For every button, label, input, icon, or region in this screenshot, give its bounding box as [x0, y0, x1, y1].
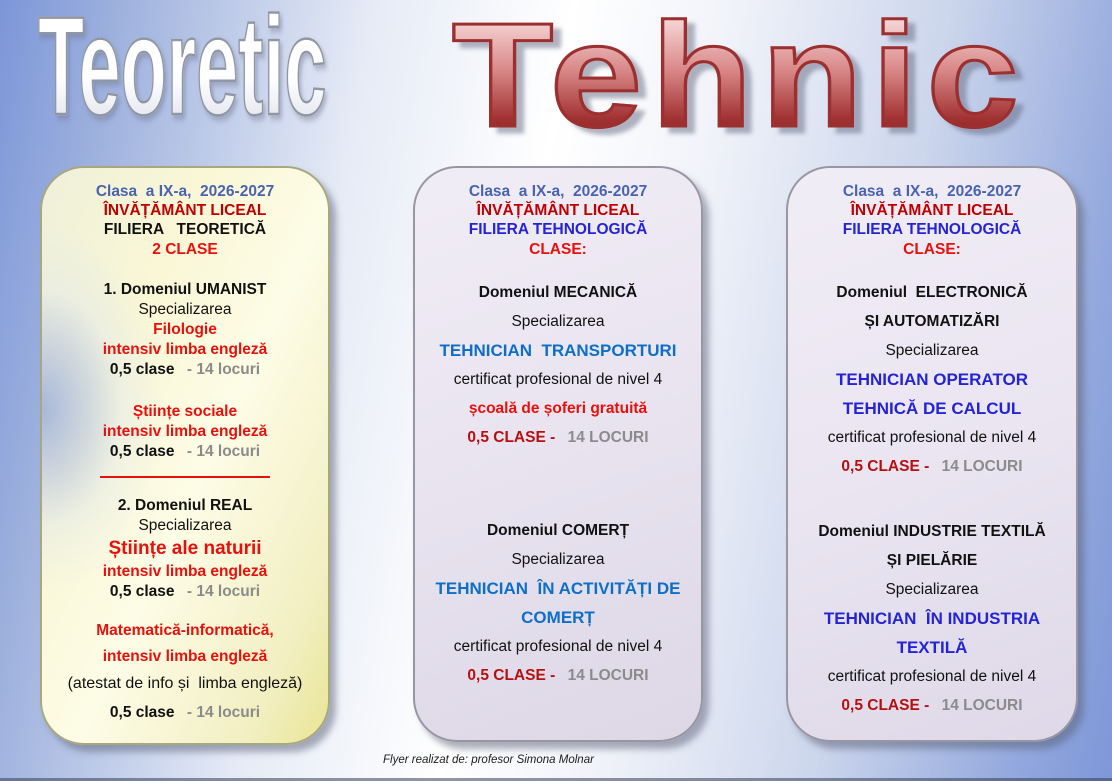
seats-count: - 14 locuri — [186, 583, 261, 600]
specialization-label: Specializarea — [885, 342, 979, 359]
teoretic-title: Teoretic — [37, 0, 327, 144]
intensive-english-line: intensiv limba engleză — [102, 341, 268, 358]
certificate-note-line: (atestat de info și limba engleză) — [67, 675, 303, 692]
specialization-name: Filologie — [153, 321, 217, 338]
school-type-line: ÎNVĂȚĂMÂNT LICEAL — [476, 202, 640, 219]
seats-line: 0,5 clase - 14 locuri — [50, 360, 320, 380]
seats-line: 0,5 clase - 14 locuri — [50, 582, 320, 602]
specialization-name: TEHNICIAN TRANSPORTURI — [439, 341, 677, 360]
tehnic-title: Tehnic — [450, 0, 1028, 158]
domain-title: ȘI PIELĂRIE — [886, 552, 978, 569]
class-count-line: CLASE: — [903, 241, 961, 258]
specialization-label: Specializarea — [511, 551, 605, 568]
seats-line: 0,5 CLASE - 14 LOCURI — [423, 661, 693, 690]
seats-count: - 14 locuri — [186, 704, 261, 721]
class-count-line: 2 CLASE — [152, 241, 218, 258]
page-bottom-edge — [0, 778, 1112, 781]
domain-title: Domeniul COMERȚ — [486, 522, 630, 539]
specialization-label: Specializarea — [511, 313, 605, 330]
school-type-line: ÎNVĂȚĂMÂNT LICEAL — [103, 202, 267, 219]
class-fraction: 0,5 CLASE - — [467, 667, 556, 684]
class-fraction: 0,5 CLASE - — [841, 697, 930, 714]
seats-count: 14 LOCURI — [567, 429, 649, 446]
intensive-english-line: intensiv limba engleză — [102, 648, 268, 665]
domain-title: Domeniul ELECTRONICĂ — [836, 284, 1028, 301]
certificate-line: certificat profesional de nivel 4 — [453, 371, 663, 388]
specialization-name: TEHNICIAN ÎN INDUSTRIA — [823, 609, 1041, 628]
seats-line: 0,5 clase - 14 locuri — [50, 442, 320, 462]
card-filiera-teoretica: Clasa a IX-a, 2026-2027 ÎNVĂȚĂMÂNT LICEA… — [40, 166, 330, 745]
class-fraction: 0,5 clase — [109, 361, 175, 378]
card-filiera-tehnologica-electronica: Clasa a IX-a, 2026-2027 ÎNVĂȚĂMÂNT LICEA… — [786, 166, 1078, 742]
seats-count: 14 LOCURI — [941, 697, 1023, 714]
domain-title: 2. Domeniul REAL — [117, 497, 253, 514]
seats-line: 0,5 CLASE - 14 LOCURI — [423, 423, 693, 452]
class-year-line: Clasa a IX-a, 2026-2027 — [95, 183, 275, 200]
seats-line: 0,5 CLASE - 14 LOCURI — [796, 452, 1068, 481]
free-driving-school-line: școală de șoferi gratuită — [468, 400, 648, 417]
class-year-line: Clasa a IX-a, 2026-2027 — [842, 183, 1022, 200]
specialization-name: Științe ale naturii — [108, 538, 262, 559]
class-fraction: 0,5 clase — [109, 704, 175, 721]
specialization-label: Specializarea — [885, 581, 979, 598]
track-line: FILIERA TEHNOLOGICĂ — [842, 221, 1022, 238]
domain-title: ȘI AUTOMATIZĂRI — [864, 313, 1000, 330]
specialization-name: TEHNICIAN ÎN ACTIVITĂȚI DE — [435, 579, 681, 598]
class-year-line: Clasa a IX-a, 2026-2027 — [468, 183, 648, 200]
card-filiera-tehnologica-mecanica: Clasa a IX-a, 2026-2027 ÎNVĂȚĂMÂNT LICEA… — [413, 166, 703, 742]
seats-count: 14 LOCURI — [567, 667, 649, 684]
class-fraction: 0,5 clase — [109, 583, 175, 600]
certificate-line: certificat profesional de nivel 4 — [827, 668, 1037, 685]
seats-count: - 14 locuri — [186, 361, 261, 378]
domain-title: Domeniul INDUSTRIE TEXTILĂ — [818, 523, 1046, 540]
specialization-name: TEXTILĂ — [896, 638, 968, 657]
specialization-name: Matematică-informatică, — [96, 622, 274, 639]
specialization-label: Specializarea — [138, 517, 232, 534]
track-line: FILIERA TEHNOLOGICĂ — [468, 221, 648, 238]
domain-title: Domeniul MECANICĂ — [478, 284, 638, 301]
seats-count: - 14 locuri — [186, 443, 261, 460]
track-line: FILIERA TEORETICĂ — [103, 221, 267, 238]
specialization-name: Științe sociale — [132, 403, 238, 420]
specialization-label: Specializarea — [138, 301, 232, 318]
specialization-name: TEHNICIAN OPERATOR — [835, 370, 1029, 389]
red-divider-line — [100, 476, 270, 478]
certificate-line: certificat profesional de nivel 4 — [453, 638, 663, 655]
seats-line: 0,5 clase - 14 locuri — [50, 698, 320, 728]
seats-line: 0,5 CLASE - 14 LOCURI — [796, 691, 1068, 720]
class-fraction: 0,5 CLASE - — [841, 458, 930, 475]
domain-title: 1. Domeniul UMANIST — [103, 281, 267, 298]
specialization-name: TEHNICĂ DE CALCUL — [842, 399, 1022, 418]
class-fraction: 0,5 CLASE - — [467, 429, 556, 446]
class-count-line: CLASE: — [529, 241, 587, 258]
school-type-line: ÎNVĂȚĂMÂNT LICEAL — [850, 202, 1014, 219]
class-fraction: 0,5 clase — [109, 443, 175, 460]
seats-count: 14 LOCURI — [941, 458, 1023, 475]
intensive-english-line: intensiv limba engleză — [102, 563, 268, 580]
flyer-credit-text: Flyer realizat de: profesor Simona Molna… — [383, 754, 594, 766]
certificate-line: certificat profesional de nivel 4 — [827, 429, 1037, 446]
specialization-name: COMERȚ — [521, 608, 595, 627]
intensive-english-line: intensiv limba engleză — [102, 423, 268, 440]
